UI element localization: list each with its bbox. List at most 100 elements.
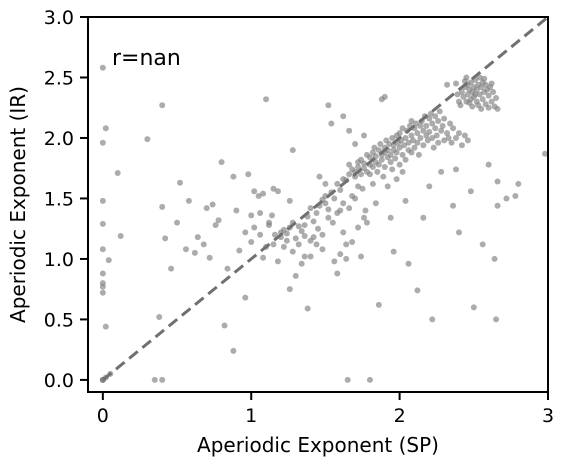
scatter-point xyxy=(325,206,332,213)
y-tick-label: 1.0 xyxy=(44,249,74,271)
scatter-point xyxy=(182,246,189,253)
scatter-point xyxy=(340,200,347,207)
scatter-point xyxy=(99,139,106,146)
scatter-point xyxy=(266,222,273,229)
scatter-point xyxy=(455,130,462,137)
x-axis-ticks: 0 1 2 3 xyxy=(97,392,554,427)
scatter-point xyxy=(399,151,406,158)
scatter-point xyxy=(426,115,433,122)
scatter-point xyxy=(405,260,412,267)
scatter-point xyxy=(99,246,106,253)
scatter-point xyxy=(438,127,445,134)
scatter-point xyxy=(488,80,495,87)
scatter-point xyxy=(274,188,281,195)
scatter-point xyxy=(436,108,443,115)
scatter-point xyxy=(151,376,158,383)
scatter-point xyxy=(346,205,353,212)
scatter-point xyxy=(260,254,267,261)
scatter-point xyxy=(478,105,485,112)
scatter-point xyxy=(426,128,433,135)
scatter-point xyxy=(162,235,169,242)
scatter-point xyxy=(102,125,109,132)
scatter-point xyxy=(447,120,454,127)
y-tick-label: 1.5 xyxy=(44,188,74,210)
scatter-point xyxy=(99,280,106,287)
scatter-point xyxy=(334,209,341,216)
scatter-point xyxy=(390,142,397,149)
scatter-point xyxy=(493,316,500,323)
scatter-point xyxy=(472,91,479,98)
scatter-point xyxy=(433,132,440,139)
scatter-point xyxy=(218,159,225,166)
scatter-point xyxy=(355,183,362,190)
scatter-point xyxy=(257,231,264,238)
scatter-point xyxy=(260,190,267,197)
scatter-point xyxy=(307,253,314,260)
scatter-point xyxy=(423,122,430,129)
scatter-point xyxy=(512,193,519,200)
scatter-point xyxy=(374,168,381,175)
plot-frame xyxy=(87,16,549,393)
scatter-point xyxy=(286,197,293,204)
scatter-point xyxy=(99,197,106,204)
scatter-point xyxy=(329,219,336,226)
scatter-point xyxy=(233,207,240,214)
scatter-point xyxy=(414,287,421,294)
scatter-point xyxy=(156,314,163,320)
scatter-point xyxy=(105,257,112,264)
scatter-point xyxy=(343,255,350,262)
scatter-point xyxy=(310,234,317,241)
scatter-point xyxy=(366,376,373,383)
scatter-point xyxy=(458,89,465,95)
scatter-point xyxy=(263,96,270,103)
scatter-point xyxy=(245,171,252,178)
scatter-point xyxy=(458,142,465,149)
scatter-point xyxy=(494,105,501,112)
scatter-point xyxy=(426,183,433,190)
scatter-point xyxy=(396,161,403,168)
scatter-point xyxy=(503,195,510,202)
scatter-point xyxy=(444,81,451,88)
scatter-point xyxy=(380,173,387,180)
scatter-point xyxy=(366,154,373,161)
scatter-point xyxy=(271,231,278,238)
scatter-point xyxy=(159,203,166,210)
scatter-point xyxy=(363,219,370,226)
x-axis-label: Aperiodic Exponent (SP) xyxy=(197,433,439,457)
scatter-point xyxy=(414,130,421,137)
scatter-point xyxy=(325,214,332,221)
scatter-point xyxy=(251,188,258,195)
scatter-point xyxy=(378,96,385,103)
scatter-point xyxy=(319,246,326,253)
scatter-point xyxy=(355,224,362,231)
scatter-point xyxy=(215,217,222,224)
scatter-point xyxy=(322,180,329,187)
scatter-point xyxy=(159,102,166,109)
scatter-point xyxy=(99,220,106,227)
scatter-point xyxy=(313,241,320,248)
scatter-point xyxy=(366,171,373,178)
scatter-point xyxy=(117,232,124,239)
scatter-point xyxy=(301,253,308,260)
scatter-point xyxy=(402,134,409,141)
scatter-point xyxy=(257,209,264,216)
scatter-point xyxy=(411,144,418,151)
scatter-point xyxy=(295,223,302,230)
scatter-point xyxy=(467,79,474,86)
scatter-point xyxy=(280,243,287,250)
scatter-point xyxy=(328,120,335,127)
scatter-point xyxy=(478,84,485,91)
scatter-point xyxy=(494,178,501,185)
scatter-point xyxy=(430,144,437,151)
scatter-point xyxy=(461,132,468,139)
scatter-point xyxy=(270,185,277,192)
scatter-point xyxy=(224,265,231,272)
scatter-point xyxy=(464,137,471,144)
scatter-point xyxy=(375,147,382,154)
scatter-point xyxy=(485,161,492,168)
scatter-point xyxy=(358,171,365,178)
scatter-point xyxy=(301,232,308,239)
scatter-point xyxy=(331,195,338,202)
scatter-point xyxy=(255,193,262,200)
scatter-point xyxy=(191,249,198,256)
